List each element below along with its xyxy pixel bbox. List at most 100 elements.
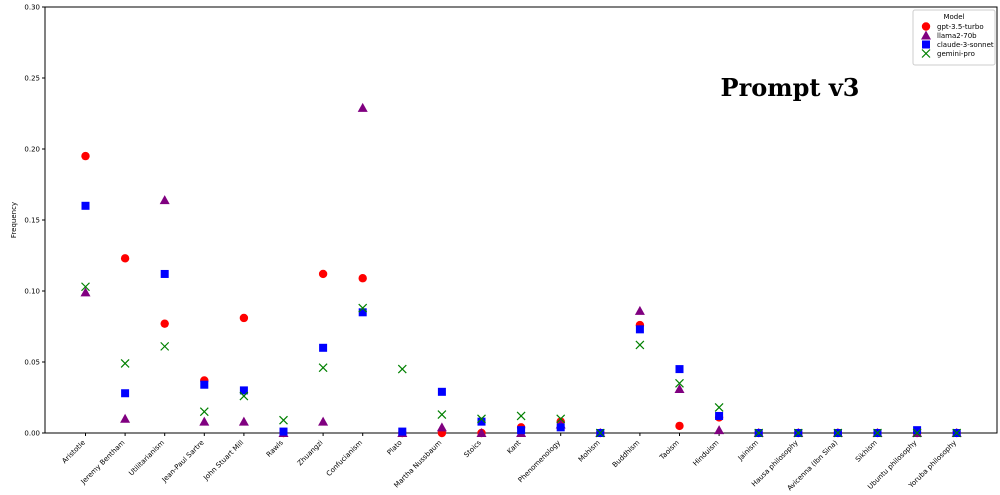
data-point [318,416,329,426]
y-tick-label: 0.10 [24,288,40,296]
data-point [80,287,91,297]
data-point [81,282,90,292]
legend-title: Model [943,13,964,21]
legend-marker [922,40,930,49]
data-point [714,425,725,435]
data-point [239,313,249,323]
data-point [437,387,446,396]
data-point [358,303,368,313]
x-tick-label: Utilitarianism [127,439,166,478]
x-tick-label: Mohism [577,439,602,464]
x-tick-label: Kant [506,439,523,456]
data-point [873,428,882,438]
x-tick-label: Taoism [658,439,682,463]
data-point [674,383,685,393]
y-axis: 0.00 0.05 0.10 0.15 0.20 0.25 0.30 [24,4,45,438]
plot-area [44,6,998,434]
data-point [714,403,724,412]
data-point [159,195,170,205]
data-point [358,274,367,283]
x-tick-label: Hinduism [692,439,721,468]
data-point [160,341,170,351]
data-point [238,416,249,426]
data-point [199,416,210,426]
data-point [556,414,566,424]
data-point [81,151,90,161]
data-point [279,415,288,425]
y-tick-label: 0.20 [24,146,40,154]
data-point [318,363,328,373]
x-tick-label: Jainism [736,439,760,463]
data-point [199,407,209,417]
data-point [437,410,447,419]
y-tick-label: 0.15 [24,217,40,225]
y-tick-label: 0.25 [24,75,40,83]
data-point [120,413,131,423]
x-tick-label: Jean-Paul Sartre [160,439,206,485]
x-tick-label: Stoics [462,439,483,460]
x-tick-label: Aristotle [61,439,87,465]
data-point [754,428,764,438]
data-point [634,305,645,315]
data-point [595,428,605,438]
data-point [715,411,724,420]
legend-label: gemini-pro [937,50,975,58]
legend-marker [921,30,931,40]
prompt-annotation: Prompt v3 [721,73,860,102]
data-point [81,201,90,210]
data-point [398,427,407,436]
legend: Model gpt-3.5-turbollama2-70bclaude-3-so… [912,9,996,66]
data-point [833,428,843,438]
x-tick-label: Buddhism [611,439,642,470]
data-point [635,340,645,350]
data-point [279,427,288,436]
data-point [517,426,526,435]
data-point [319,343,328,352]
data-points [80,102,962,438]
legend-box [912,9,996,66]
y-tick-label: 0.30 [24,4,40,12]
x-tick-label: Rawls [265,439,285,459]
data-point [121,389,130,398]
legend-marker [921,49,931,58]
data-point [397,364,407,374]
series-gemini-pro [81,282,962,438]
legend-label: llama2-70b [937,32,977,40]
data-point [239,391,249,401]
legend-marker [921,22,931,31]
data-point [200,380,209,389]
legend-label: gpt-3.5-turbo [937,23,984,31]
data-point [358,308,367,317]
x-tick-label: Phenomenology [517,439,562,484]
y-tick-label: 0.00 [24,430,40,438]
data-point [160,269,169,278]
data-point [120,358,130,368]
data-point [675,365,684,374]
data-point [675,421,684,431]
y-tick-label: 0.05 [24,359,40,367]
data-point [357,102,368,112]
legend-label: claude-3-sonnet [937,41,994,49]
y-axis-label: Frequency [10,202,18,238]
x-tick-label: Sikhism [854,439,879,464]
data-point [318,269,328,279]
data-point [675,378,684,388]
data-point [477,417,486,426]
data-point [476,428,487,437]
x-tick-label: Zhuangzi [296,439,325,468]
data-point [952,428,962,438]
data-point [556,423,565,432]
x-tick-label: Jeremy Bentham [79,439,127,487]
data-point [913,426,922,435]
data-point [477,414,486,424]
data-point [635,325,644,334]
data-point [239,386,248,395]
data-point [120,254,130,263]
data-point [436,422,447,432]
x-tick-label: Confucianism [325,439,364,478]
x-tick-label: John Stuart Mill [201,439,245,483]
data-point [912,428,922,438]
data-point [793,428,803,438]
